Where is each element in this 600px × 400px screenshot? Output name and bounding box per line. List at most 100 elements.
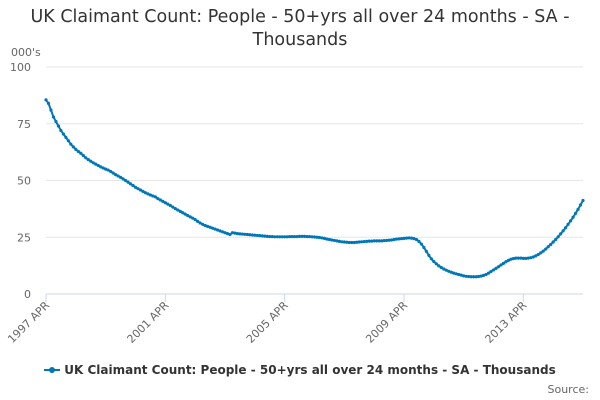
data-point xyxy=(375,239,379,243)
data-point xyxy=(576,207,580,211)
series-line xyxy=(45,99,584,278)
data-point xyxy=(392,237,396,242)
data-point xyxy=(61,132,65,136)
data-point xyxy=(578,203,583,207)
data-point xyxy=(250,233,254,237)
legend-series-symbol xyxy=(44,365,61,375)
x-tick-label: 1997 APR xyxy=(5,299,52,346)
data-point xyxy=(404,236,409,240)
data-point xyxy=(554,237,558,242)
data-point xyxy=(188,215,192,219)
data-point xyxy=(66,139,70,143)
data-point xyxy=(178,209,182,213)
data-point xyxy=(509,257,513,261)
data-point xyxy=(394,237,399,241)
data-point xyxy=(439,265,443,270)
data-point xyxy=(360,240,364,244)
data-point xyxy=(131,183,135,188)
legend: UK Claimant Count: People - 50+yrs all o… xyxy=(0,363,600,378)
data-point xyxy=(536,252,540,257)
data-point xyxy=(158,198,162,202)
data-point xyxy=(539,251,543,255)
data-point xyxy=(315,235,319,239)
data-point xyxy=(312,235,317,239)
data-point xyxy=(332,238,336,243)
data-point xyxy=(203,223,207,228)
data-point xyxy=(449,270,453,274)
data-point xyxy=(121,177,125,181)
data-point xyxy=(293,234,297,239)
data-point xyxy=(571,215,575,219)
x-tick-label: 2009 APR xyxy=(363,299,410,346)
data-point xyxy=(51,115,56,119)
data-point xyxy=(424,249,428,253)
data-point xyxy=(302,234,307,238)
data-point xyxy=(337,239,341,243)
data-point xyxy=(275,235,279,239)
data-point xyxy=(186,213,190,218)
data-point xyxy=(514,256,518,260)
data-point xyxy=(335,239,339,243)
data-point xyxy=(156,197,160,201)
data-point xyxy=(46,101,51,105)
data-point xyxy=(454,272,458,276)
x-tick-label: 2005 APR xyxy=(244,299,291,346)
data-point xyxy=(499,263,503,267)
data-point xyxy=(310,235,314,239)
data-point xyxy=(385,238,389,243)
data-point xyxy=(96,163,100,168)
data-point xyxy=(255,233,259,238)
data-point xyxy=(399,237,404,241)
data-point xyxy=(54,119,58,124)
data-point xyxy=(412,237,416,241)
data-point xyxy=(240,232,244,236)
x-tick-label: 2013 APR xyxy=(483,299,530,346)
data-point xyxy=(521,256,525,260)
data-point xyxy=(322,236,327,240)
data-point xyxy=(511,256,515,261)
data-point xyxy=(559,232,563,236)
data-point xyxy=(529,256,533,260)
data-point xyxy=(69,142,73,146)
data-point xyxy=(352,240,356,245)
data-point xyxy=(496,265,501,269)
data-point xyxy=(526,256,530,260)
data-point xyxy=(325,237,329,241)
data-point xyxy=(138,188,143,192)
data-point xyxy=(317,235,322,240)
data-point xyxy=(380,239,384,243)
y-tick-labels: 0 25 50 75 100 xyxy=(10,61,31,301)
data-point xyxy=(397,237,401,241)
data-point xyxy=(546,245,550,249)
data-point xyxy=(320,236,324,240)
data-point xyxy=(427,253,431,258)
data-point xyxy=(462,274,466,278)
data-point xyxy=(225,232,230,236)
data-point xyxy=(126,180,130,184)
data-point xyxy=(300,234,304,238)
data-point xyxy=(273,235,277,239)
data-point xyxy=(432,259,436,264)
data-point xyxy=(551,240,555,244)
data-point xyxy=(183,212,187,216)
data-point xyxy=(218,229,222,233)
source-label: Source: xyxy=(547,383,590,396)
legend-item[interactable]: UK Claimant Count: People - 50+yrs all o… xyxy=(44,363,556,377)
data-point xyxy=(44,98,48,102)
data-point xyxy=(109,169,113,174)
data-point xyxy=(198,221,202,225)
data-point xyxy=(389,238,394,242)
data-point xyxy=(208,225,212,229)
x-tick-label: 2001 APR xyxy=(125,299,172,346)
data-point xyxy=(176,208,180,212)
data-point xyxy=(345,240,349,244)
legend-symbol-dot xyxy=(49,367,56,373)
data-point xyxy=(233,231,237,235)
y-tick-label: 0 xyxy=(24,288,31,301)
data-point xyxy=(561,229,565,233)
data-point xyxy=(64,135,68,139)
data-point xyxy=(283,235,287,239)
data-point xyxy=(566,222,570,226)
data-point xyxy=(243,232,247,236)
data-point xyxy=(290,234,294,239)
